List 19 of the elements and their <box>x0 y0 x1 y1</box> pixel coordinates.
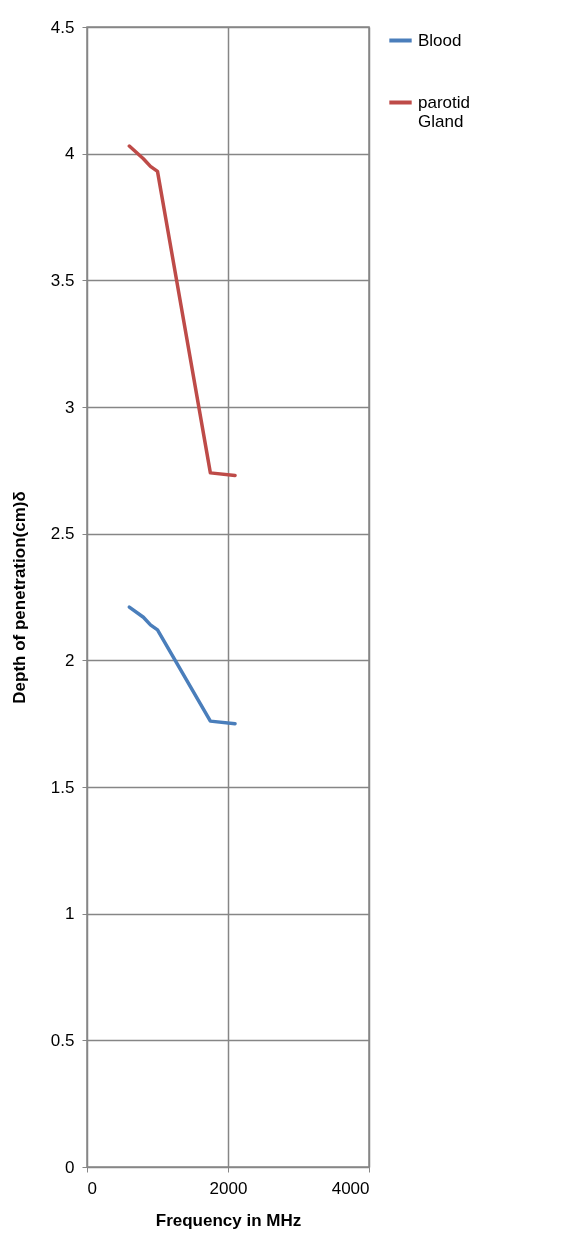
legend-label: parotid Gland <box>418 92 470 131</box>
line-series <box>127 605 237 726</box>
y-tick-label: 0.5 <box>50 1030 75 1050</box>
y-axis-title: Depth of penetration(cm)δ <box>9 491 29 704</box>
y-tick-label: 3 <box>65 397 75 417</box>
legend-label: Blood <box>418 30 462 50</box>
y-tick-label: 1 <box>65 904 75 924</box>
y-tick-label: 0 <box>65 1157 75 1177</box>
y-tick-label: 1.5 <box>50 777 75 797</box>
x-tick-label: 2000 <box>209 1178 248 1198</box>
y-tick-label: 3.5 <box>50 270 75 290</box>
y-tick-label: 4 <box>65 144 75 164</box>
y-tick-label: 2.5 <box>50 524 75 544</box>
line-series <box>127 144 237 478</box>
x-axis-title: Frequency in MHz <box>155 1210 302 1230</box>
y-tick-label: 4.5 <box>50 17 75 37</box>
x-tick-label: 4000 <box>331 1178 370 1198</box>
y-tick-label: 2 <box>65 650 75 670</box>
x-tick-label: 0 <box>87 1178 97 1198</box>
